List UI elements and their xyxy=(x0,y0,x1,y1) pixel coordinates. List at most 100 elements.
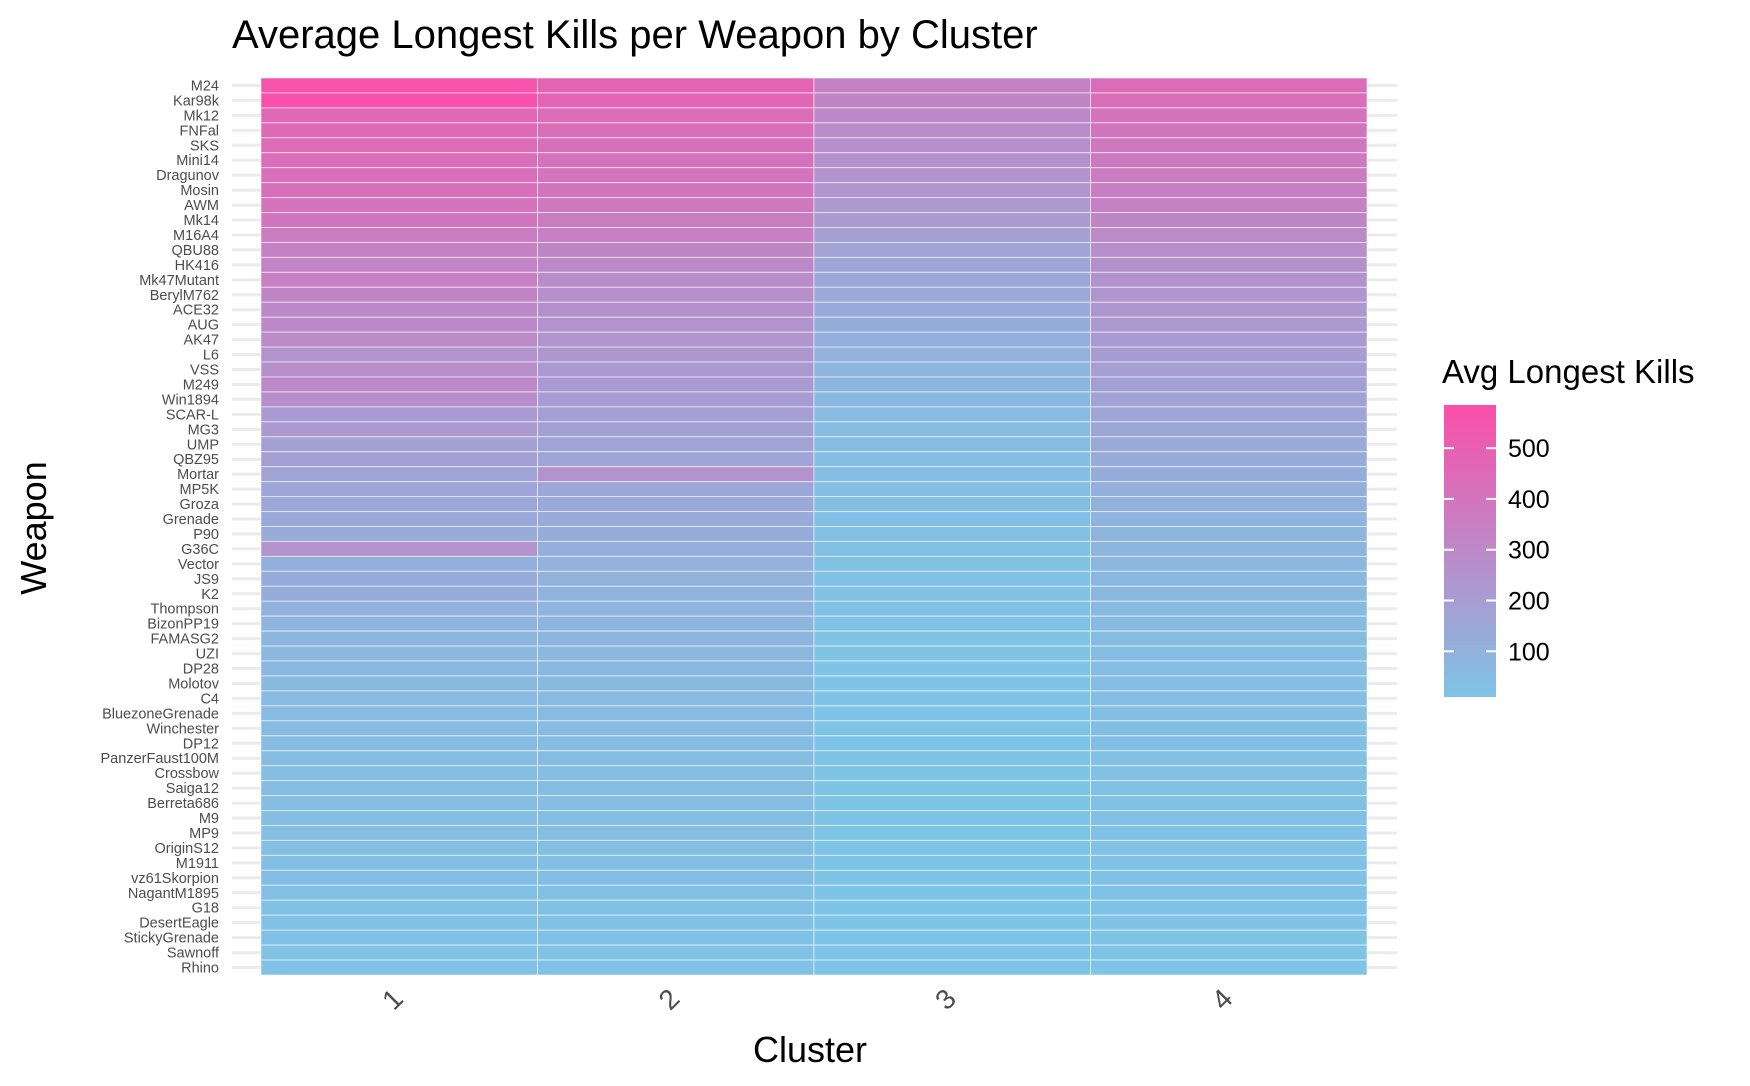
y-tick-label: M9 xyxy=(199,811,219,827)
heatmap-cell xyxy=(537,660,815,677)
heatmap-cell xyxy=(537,286,815,303)
heatmap-cell xyxy=(813,496,1091,513)
heatmap-cell xyxy=(1090,645,1368,662)
heatmap-cell xyxy=(537,705,815,722)
heatmap-cell xyxy=(1090,241,1368,258)
y-tick-label: BluezoneGrenade xyxy=(102,706,219,722)
heatmap-cell xyxy=(260,675,538,692)
y-tick-label: G18 xyxy=(192,901,219,917)
heatmap-cell xyxy=(813,929,1091,946)
heatmap-cell xyxy=(813,825,1091,841)
heatmap-cell xyxy=(813,511,1091,527)
heatmap-cell xyxy=(537,122,815,139)
y-tick-label: Mortar xyxy=(177,467,219,483)
heatmap-cell xyxy=(537,227,815,243)
heatmap-cell xyxy=(537,152,815,169)
heatmap-cell xyxy=(813,152,1091,169)
heatmap-cell xyxy=(1090,197,1368,214)
heatmap-cell xyxy=(537,212,815,229)
y-tick-label: Crossbow xyxy=(155,766,220,782)
heatmap-cell xyxy=(537,197,815,214)
y-tick-label: M16A4 xyxy=(173,228,219,244)
heatmap-cell xyxy=(260,316,538,333)
y-tick-label: M249 xyxy=(183,377,219,393)
heatmap-cell xyxy=(537,540,815,557)
heatmap-cell xyxy=(1090,227,1368,243)
y-tick-label: OriginS12 xyxy=(155,841,219,857)
x-tick-label: 2 xyxy=(653,983,686,1016)
heatmap-cell xyxy=(537,346,815,363)
heatmap-cell xyxy=(260,271,538,288)
heatmap-cell xyxy=(1090,810,1368,826)
heatmap-cell xyxy=(813,615,1091,632)
heatmap-cell xyxy=(1090,630,1368,647)
heatmap-cell xyxy=(260,436,538,453)
legend-tick-label: 500 xyxy=(1508,435,1550,463)
heatmap-cell xyxy=(537,720,815,737)
heatmap-cell xyxy=(1090,720,1368,737)
x-tick-label: 3 xyxy=(929,983,962,1016)
heatmap-cell xyxy=(813,122,1091,139)
y-tick-label: NagantM1895 xyxy=(128,886,219,902)
y-tick-label: Mini14 xyxy=(176,153,219,169)
chart-title: Average Longest Kills per Weapon by Clus… xyxy=(232,13,1038,57)
heatmap-cell xyxy=(813,526,1091,542)
heatmap-cell xyxy=(537,92,815,109)
heatmap-cell xyxy=(260,331,538,348)
y-axis-label: Weapon xyxy=(13,461,54,594)
heatmap-cell xyxy=(813,914,1091,931)
heatmap-cell xyxy=(813,301,1091,318)
heatmap-cell xyxy=(260,645,538,662)
heatmap-cell xyxy=(260,421,538,438)
heatmap-cell xyxy=(537,555,815,572)
heatmap-cell xyxy=(260,137,538,154)
heatmap-cell xyxy=(1090,585,1368,602)
heatmap-cell xyxy=(1090,391,1368,408)
heatmap-cell xyxy=(1090,944,1368,961)
heatmap-cell xyxy=(1090,167,1368,184)
heatmap-cell xyxy=(1090,675,1368,692)
heatmap-cell xyxy=(813,735,1091,752)
heatmap-cell xyxy=(537,436,815,453)
heatmap-cell xyxy=(260,122,538,139)
y-tick-label: AK47 xyxy=(184,333,219,349)
heatmap-cell xyxy=(260,899,538,916)
heatmap-cell xyxy=(537,750,815,767)
heatmap-cell xyxy=(813,899,1091,916)
heatmap-cell xyxy=(260,735,538,752)
y-tick-label: M24 xyxy=(191,78,219,94)
y-tick-label: AUG xyxy=(188,318,219,334)
heatmap-cell xyxy=(260,839,538,856)
color-legend: Avg Longest Kills 100 200 300 400 500 xyxy=(1442,353,1695,697)
heatmap-cell xyxy=(537,361,815,378)
heatmap-cell xyxy=(537,451,815,468)
heatmap-cell xyxy=(260,720,538,737)
heatmap-cell xyxy=(260,944,538,961)
heatmap-cell xyxy=(1090,914,1368,931)
heatmap-cell xyxy=(1090,286,1368,303)
heatmap-cell xyxy=(260,511,538,527)
y-tick-label: Rhino xyxy=(181,961,219,977)
y-tick-label: MP5K xyxy=(180,482,220,498)
y-tick-label: VSS xyxy=(190,363,219,379)
heatmap-cell xyxy=(260,585,538,602)
heatmap-cell xyxy=(813,77,1091,94)
y-tick-label: K2 xyxy=(201,587,219,603)
heatmap-cell xyxy=(813,212,1091,229)
heatmap-cell xyxy=(813,256,1091,273)
y-tick-label: PanzerFaust100M xyxy=(101,751,219,767)
y-tick-label: Kar98k xyxy=(173,93,220,109)
heatmap-cell xyxy=(537,301,815,318)
heatmap-cell xyxy=(813,481,1091,498)
heatmap-cell xyxy=(813,167,1091,184)
heatmap-cell xyxy=(1090,854,1368,871)
heatmap-cell xyxy=(537,600,815,617)
heatmap-cell xyxy=(1090,346,1368,363)
heatmap-cell xyxy=(1090,331,1368,348)
heatmap-cell xyxy=(260,526,538,542)
heatmap-cell xyxy=(813,376,1091,393)
heatmap-cell xyxy=(537,899,815,916)
heatmap-cell xyxy=(813,361,1091,378)
y-tick-label: M1911 xyxy=(176,856,219,872)
y-tick-labels: M24Kar98kMk12FNFalSKSMini14DragunovMosin… xyxy=(101,78,220,976)
